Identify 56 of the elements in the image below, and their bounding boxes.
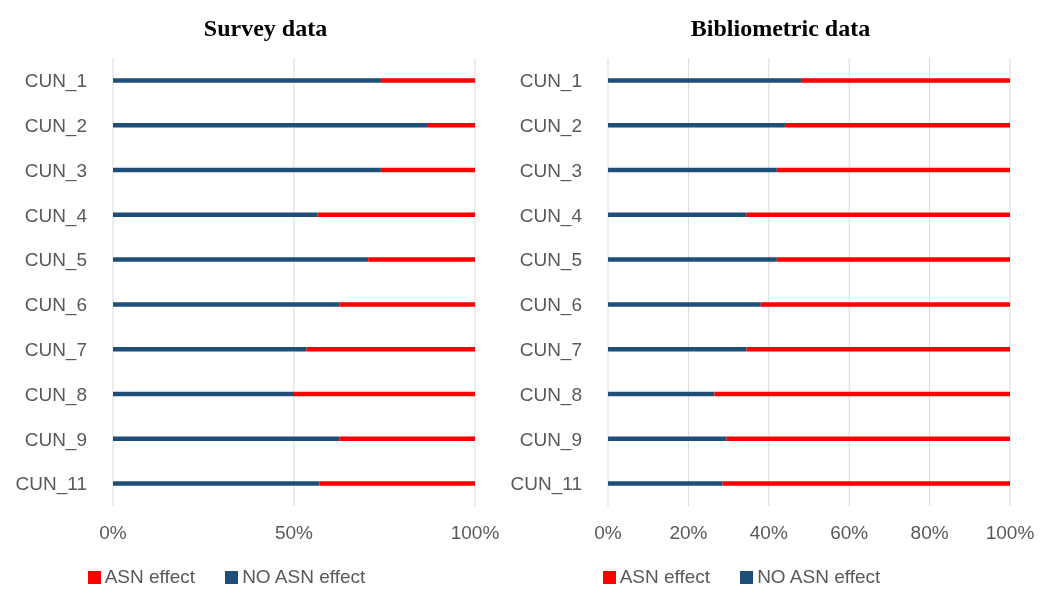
bar <box>800 78 1010 83</box>
x-tick-label: 60% <box>830 522 869 544</box>
x-tick-label: 50% <box>274 522 314 544</box>
y-tick-label: CUN_2 <box>24 114 87 137</box>
bar <box>608 78 801 83</box>
y-tick-label: CUN_6 <box>24 294 87 317</box>
legend-label: NO ASN effect <box>757 566 881 587</box>
y-tick-label: CUN_11 <box>510 473 582 496</box>
y-tick-label: CUN_8 <box>519 383 582 406</box>
legend-label: NO ASN effect <box>242 566 366 587</box>
bar <box>776 257 1010 262</box>
bar <box>760 302 1010 307</box>
y-tick-label: CUN_8 <box>24 383 87 406</box>
y-tick-label: CUN_4 <box>24 204 88 227</box>
bar <box>113 481 320 486</box>
bar <box>608 257 777 262</box>
x-tick-label: 0% <box>99 522 127 544</box>
bar <box>339 302 475 307</box>
y-tick-label: CUN_11 <box>15 473 87 496</box>
legend-label: ASN effect <box>619 566 711 587</box>
x-tick-label: 40% <box>749 522 788 544</box>
y-tick-label: CUN_9 <box>519 428 582 451</box>
chart-title: Survey data <box>202 14 329 43</box>
bar <box>608 391 715 397</box>
legend-label: ASN effect <box>104 566 196 587</box>
bar <box>113 257 369 262</box>
y-tick-label: CUN_5 <box>24 249 87 272</box>
x-tick-label: 20% <box>669 522 708 544</box>
bar <box>608 481 723 486</box>
y-tick-label: CUN_7 <box>519 338 582 361</box>
x-tick-label: 100% <box>450 522 500 544</box>
x-tick-label: 100% <box>985 522 1035 544</box>
y-tick-label: CUN_5 <box>519 249 582 272</box>
y-tick-label: CUN_7 <box>24 338 87 361</box>
y-tick-label: CUN_6 <box>519 294 582 317</box>
y-tick-label: CUN_1 <box>519 70 582 93</box>
y-tick-label: CUN_9 <box>24 428 87 451</box>
bar <box>368 257 475 262</box>
y-tick-label: CUN_3 <box>519 159 582 182</box>
chart-title: Bibliometric data <box>689 14 872 43</box>
y-tick-label: CUN_3 <box>24 159 87 182</box>
x-tick-label: 0% <box>594 522 622 544</box>
y-tick-label: CUN_4 <box>519 204 583 227</box>
bar <box>608 302 761 307</box>
bar <box>608 346 747 352</box>
y-tick-label: CUN_1 <box>24 70 87 93</box>
bar <box>113 302 340 307</box>
y-tick-label: CUN_2 <box>519 114 582 137</box>
bar <box>113 78 381 83</box>
bar <box>319 481 475 486</box>
bar <box>722 481 1010 486</box>
bar <box>608 212 747 218</box>
bar <box>608 436 727 442</box>
x-tick-label: 80% <box>910 522 949 544</box>
bar <box>113 212 318 218</box>
bar <box>380 78 475 83</box>
